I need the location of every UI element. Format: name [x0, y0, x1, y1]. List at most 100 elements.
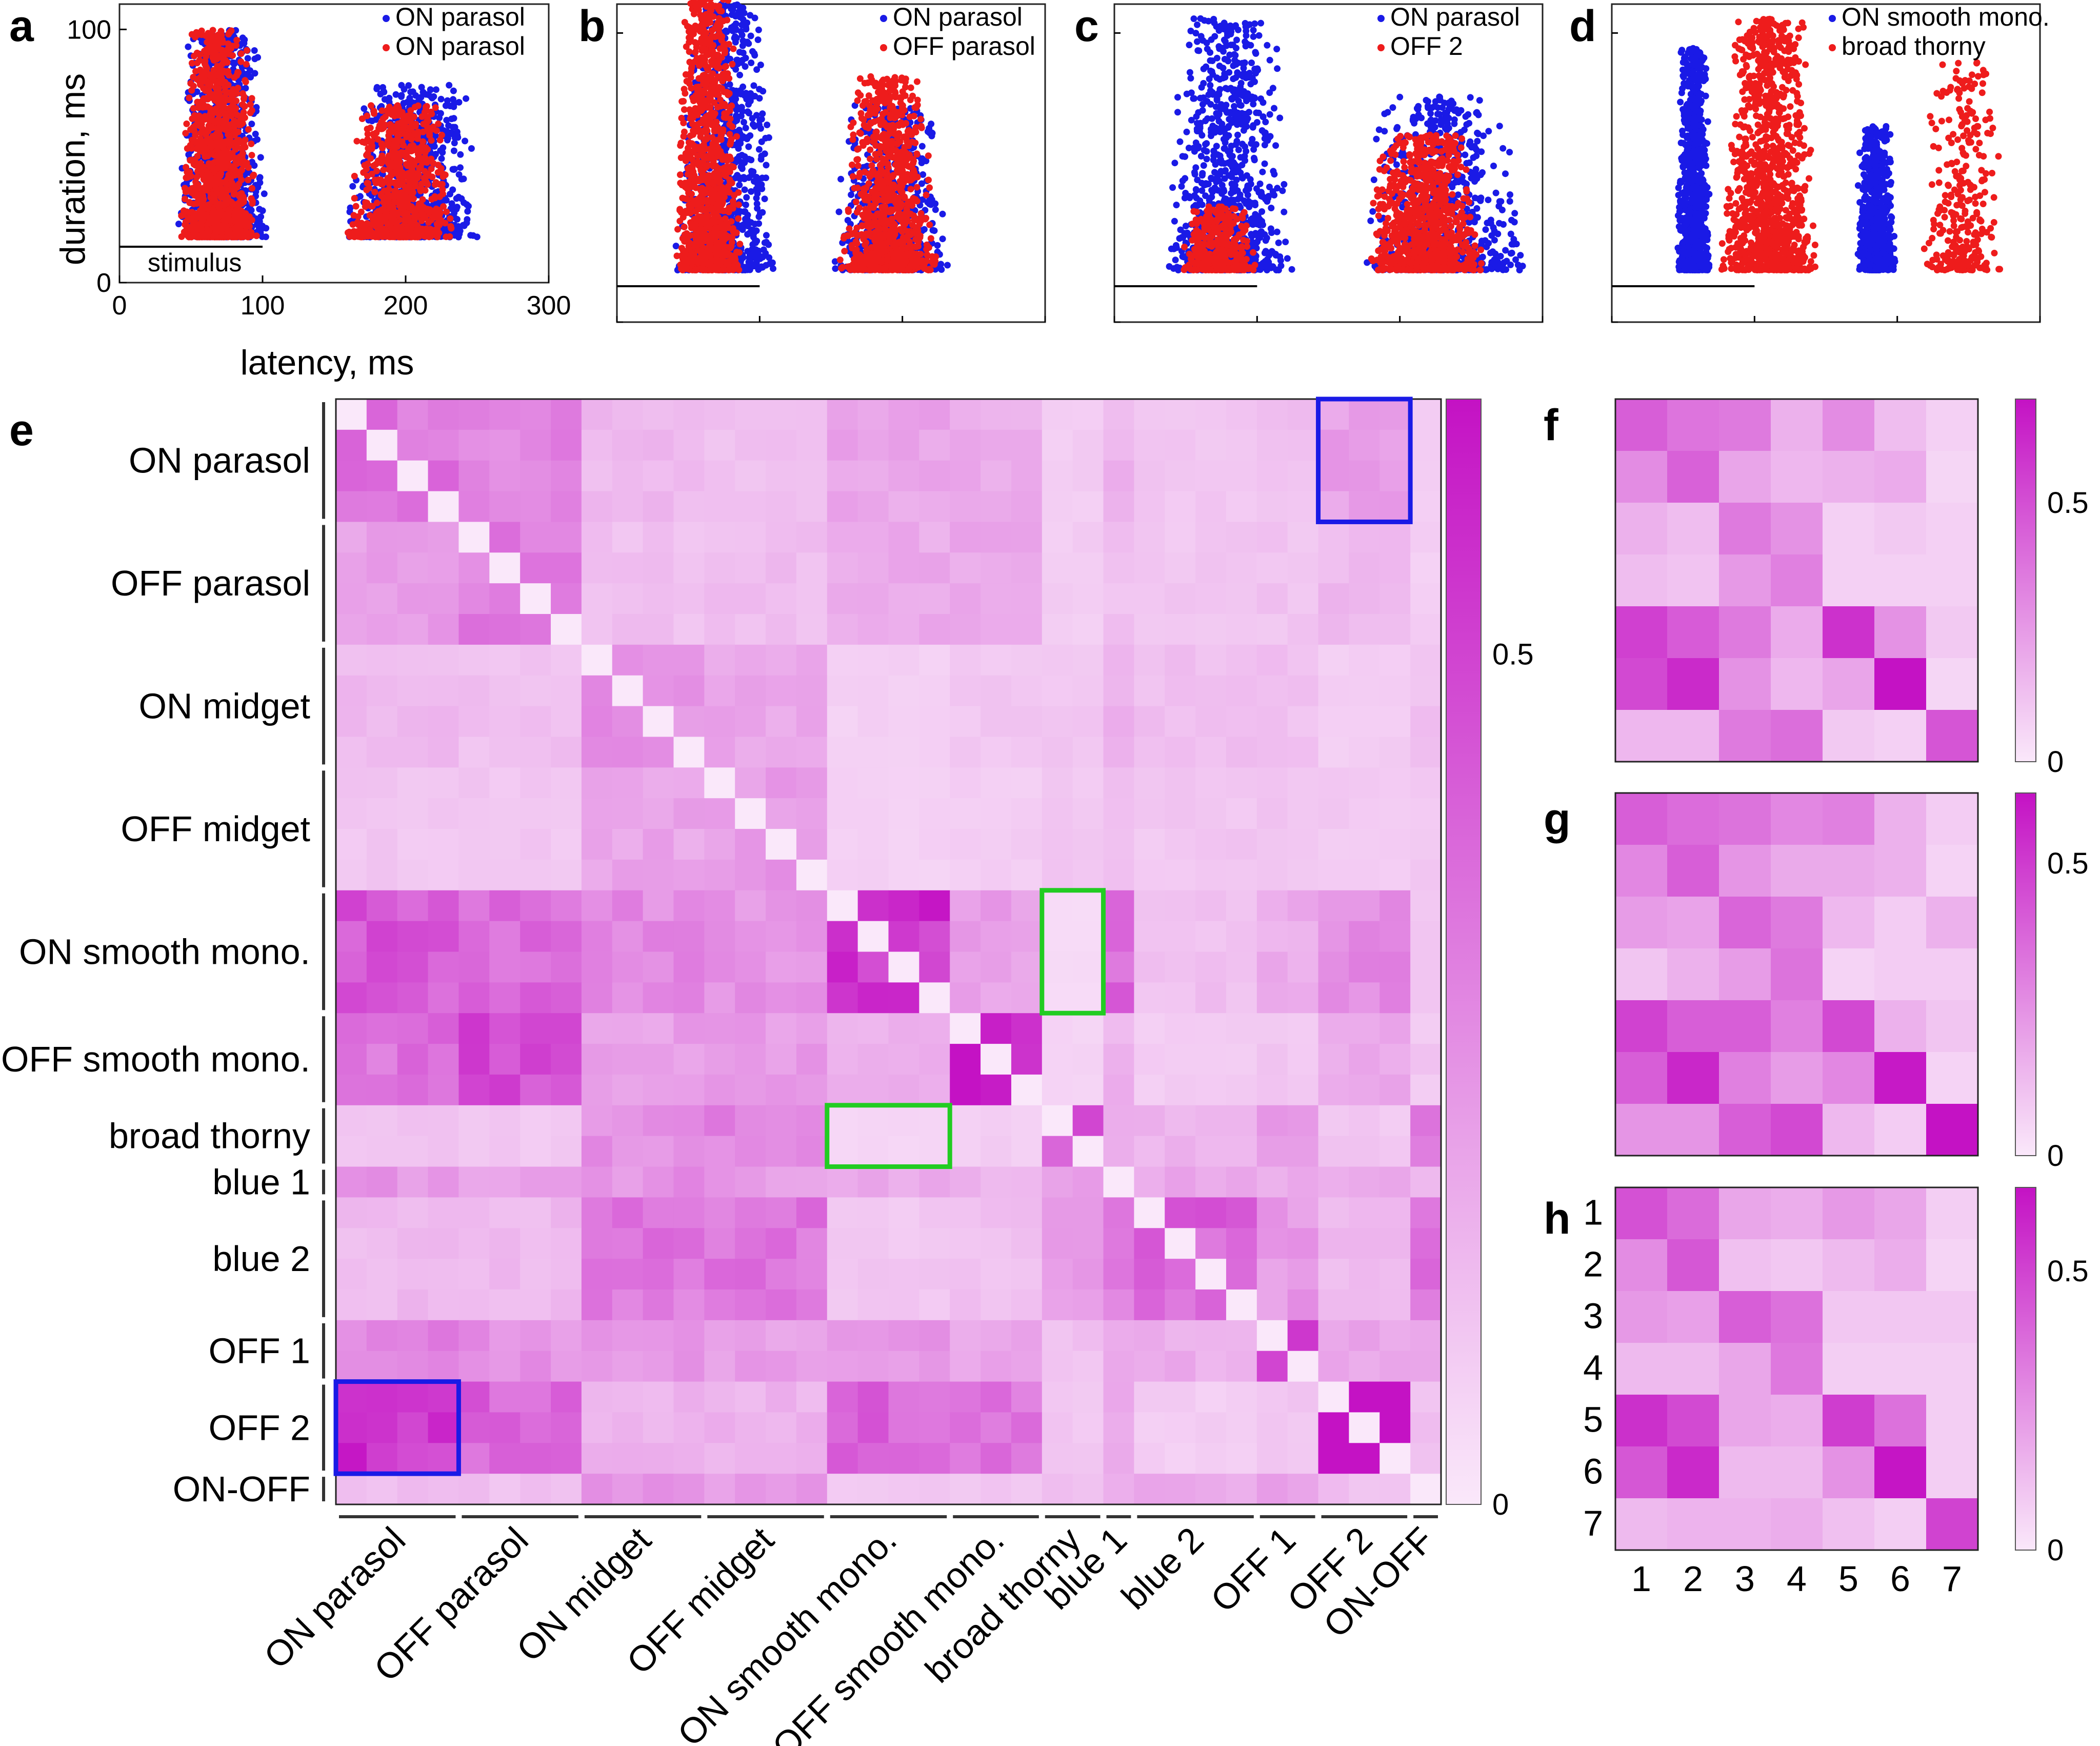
scatter-point: [218, 31, 225, 38]
scatter-point: [932, 200, 939, 207]
scatter-point: [418, 217, 425, 224]
scatter-point: [196, 138, 203, 145]
scatter-point: [742, 215, 749, 223]
scatter-point: [197, 123, 204, 130]
scatter-point: [732, 20, 739, 27]
scatter-point: [213, 87, 221, 94]
scatter-point: [378, 206, 385, 213]
scatter-point: [222, 116, 229, 124]
scatter-point: [758, 263, 765, 270]
x-tick-label: 100: [241, 291, 285, 321]
scatter-point: [226, 181, 233, 188]
scatter-point: [739, 49, 747, 56]
scatter-point: [733, 34, 740, 42]
scatter-point: [204, 103, 211, 110]
scatter-point: [424, 181, 431, 188]
scatter-point: [739, 56, 746, 64]
scatter-point: [190, 74, 197, 81]
scatter-point: [352, 203, 359, 210]
scatter-point: [429, 94, 436, 102]
scatter-point: [208, 112, 215, 120]
scatter-point: [411, 104, 418, 111]
scatter-point: [454, 132, 461, 138]
scatter-point: [203, 172, 210, 179]
scatter-point: [739, 83, 747, 90]
scatter-point: [405, 145, 412, 152]
scatter-point: [195, 31, 202, 38]
scatter-point: [438, 131, 445, 138]
scatter-point: [353, 137, 361, 145]
scatter-point: [382, 122, 389, 129]
scatter-point: [728, 5, 735, 12]
scatter-point: [245, 176, 252, 184]
scatter-point: [453, 204, 461, 211]
scatter-point: [457, 164, 464, 171]
scatter-point: [193, 173, 201, 181]
scatter-point: [192, 183, 199, 190]
scatter-point: [231, 167, 238, 174]
y-tick-label: 0: [96, 268, 111, 298]
panel-label-b: b: [578, 2, 606, 51]
scatter-point: [437, 95, 445, 103]
scatter-point: [756, 86, 763, 93]
scatter-point: [361, 233, 368, 240]
scatter-point: [362, 139, 369, 146]
scatter-point: [228, 112, 235, 119]
scatter-point: [744, 108, 751, 115]
scatter-point: [183, 231, 190, 239]
scatter-point: [449, 166, 456, 173]
scatter-point: [737, 28, 745, 35]
scatter-point: [395, 155, 402, 162]
scatter-point: [368, 102, 374, 109]
scatter-point: [747, 96, 754, 103]
scatter-point: [202, 61, 209, 68]
plot-frame-a: [118, 3, 550, 284]
scatter-point: [932, 206, 939, 213]
scatter-point: [464, 216, 471, 223]
scatter-point: [248, 185, 255, 192]
scatter-point: [944, 262, 951, 269]
scatter-point: [428, 195, 435, 203]
scatter-point: [455, 98, 463, 106]
scatter-point: [373, 167, 380, 174]
scatter-point: [188, 59, 195, 67]
scatter-point: [243, 47, 250, 54]
scatter-point: [672, 243, 679, 250]
scatter-point: [450, 147, 457, 154]
scatter-point: [458, 175, 465, 183]
scatter-point: [415, 171, 422, 178]
scatter-point: [934, 242, 941, 249]
scatter-point: [430, 214, 437, 221]
scatter-point: [201, 78, 208, 85]
scatter-point: [185, 215, 192, 222]
scatter-point: [386, 109, 393, 116]
scatter-point: [185, 187, 192, 194]
scatter-point: [254, 216, 262, 224]
scatter-point: [379, 226, 387, 233]
scatter-point: [194, 168, 201, 175]
scatter-point: [246, 213, 253, 220]
scatter-point: [462, 137, 469, 145]
scatter-point: [389, 209, 396, 216]
scatter-point: [390, 128, 397, 135]
legend-marker: [383, 44, 390, 51]
scatter-point: [463, 95, 470, 102]
scatter-point: [726, 81, 733, 88]
scatter-point: [202, 131, 209, 138]
scatter-point: [743, 194, 750, 201]
scatter-point: [229, 43, 236, 50]
scatter-point: [193, 231, 200, 239]
scatter-point: [222, 126, 229, 133]
scatter-point: [457, 151, 464, 158]
scatter-point: [844, 216, 851, 224]
scatter-point: [430, 229, 437, 236]
scatter-point: [418, 113, 426, 120]
scatter-point: [444, 136, 451, 144]
scatter-point: [400, 116, 407, 124]
scatter-point: [220, 67, 227, 74]
scatter-point: [203, 95, 210, 102]
scatter-point: [408, 205, 415, 212]
scatter-point: [759, 253, 766, 261]
scatter-point: [242, 78, 249, 86]
scatter-point: [745, 40, 752, 47]
